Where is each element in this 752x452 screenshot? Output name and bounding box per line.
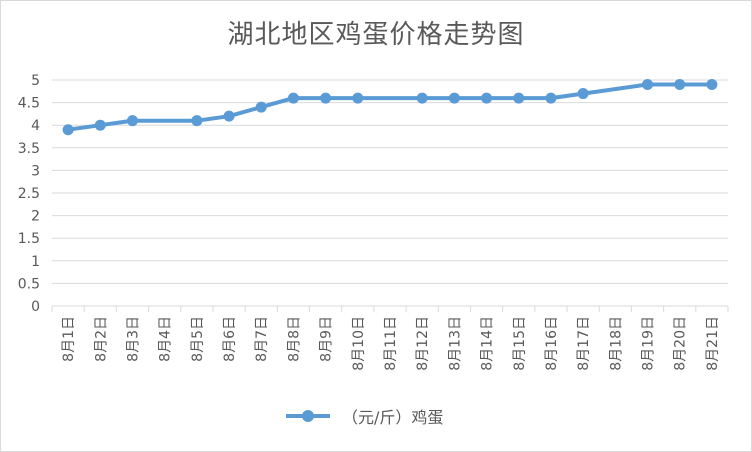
data-point [255, 101, 267, 113]
legend-marker [286, 410, 330, 422]
legend: （元/斤）鸡蛋 [286, 405, 443, 427]
x-tick-label: 8月19日 [641, 316, 657, 371]
x-tick-label: 8月14日 [480, 316, 496, 371]
x-tick-label: 8月20日 [673, 316, 689, 371]
data-point [416, 92, 428, 104]
x-tick-label: 8月12日 [415, 316, 431, 371]
x-tick-label: 8月2日 [93, 316, 109, 362]
data-point [674, 79, 686, 91]
x-tick-label: 8月15日 [512, 316, 528, 371]
data-point [223, 110, 235, 122]
data-point [94, 119, 106, 131]
x-tick-label: 8月17日 [576, 316, 592, 371]
x-tick-label: 8月18日 [608, 316, 624, 371]
x-tick-label: 8月21日 [705, 316, 721, 371]
data-point [352, 92, 364, 104]
y-tick-label: 1 [31, 254, 40, 270]
data-point [126, 115, 138, 127]
legend-label: （元/斤）鸡蛋 [342, 408, 444, 427]
x-tick-label: 8月5日 [190, 316, 206, 362]
y-tick-label: 3.5 [18, 141, 40, 157]
x-tick-label: 8月8日 [286, 316, 302, 362]
y-tick-label: 2 [31, 209, 40, 225]
x-tick-label: 8月10日 [351, 316, 367, 371]
y-tick-label: 3 [31, 163, 40, 179]
x-tick-label: 8月9日 [319, 316, 335, 362]
data-point [191, 115, 203, 127]
data-point [448, 92, 460, 104]
x-tick-label: 8月13日 [447, 316, 463, 371]
x-tick-label: 8月7日 [254, 316, 270, 362]
data-point [545, 92, 557, 104]
x-tick-label: 8月4日 [158, 316, 174, 362]
x-tick-label: 8月6日 [222, 316, 238, 362]
chart-title: 湖北地区鸡蛋价格走势图 [227, 20, 525, 50]
y-tick-label: 2.5 [18, 186, 40, 202]
x-tick-label: 8月11日 [383, 316, 399, 371]
y-tick-label: 0 [31, 299, 40, 315]
y-tick-label: 4.5 [18, 96, 40, 112]
y-tick-label: 1.5 [18, 231, 40, 247]
x-tick-label: 8月3日 [125, 316, 141, 362]
data-point [642, 79, 654, 91]
data-point [706, 79, 718, 91]
x-tick-label: 8月16日 [544, 316, 560, 371]
data-point [287, 92, 299, 104]
data-point [481, 92, 493, 104]
x-tick-label: 8月1日 [61, 316, 77, 362]
y-tick-label: 0.5 [18, 276, 40, 292]
series-line [66, 82, 714, 132]
y-tick-label: 4 [31, 118, 40, 134]
y-tick-label: 5 [31, 73, 40, 89]
data-point [62, 124, 74, 136]
data-point [577, 88, 589, 100]
data-point [320, 92, 332, 104]
data-point [513, 92, 525, 104]
